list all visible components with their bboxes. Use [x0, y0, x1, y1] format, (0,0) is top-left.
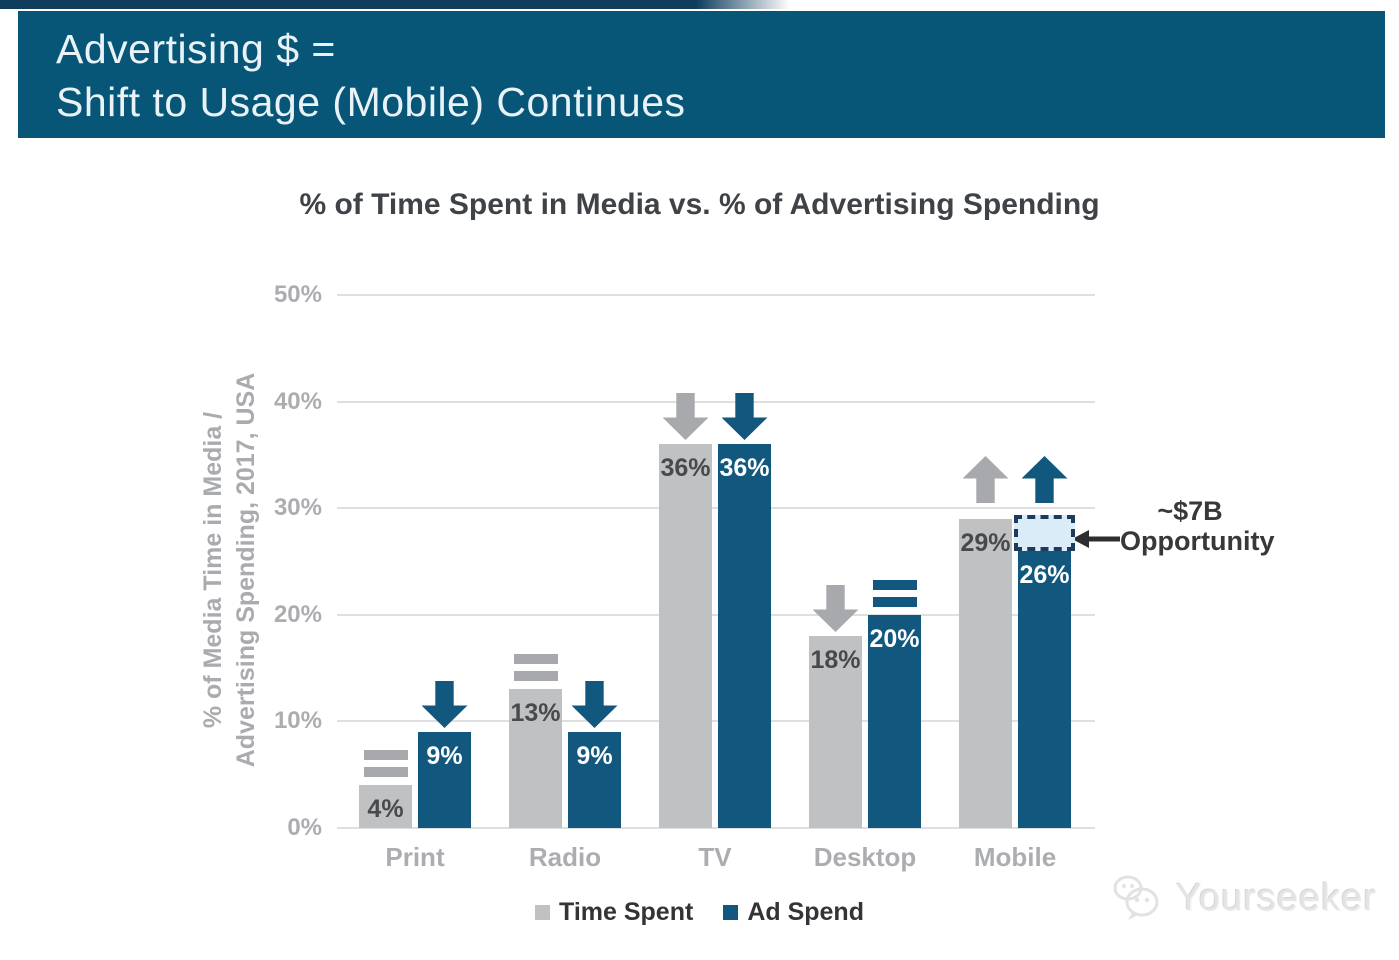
- header-line1: Advertising $ =: [56, 26, 336, 72]
- bar-tv-time-spent: [659, 444, 712, 828]
- ytick-10%: 10%: [273, 707, 322, 734]
- ytick-30%: 30%: [273, 494, 322, 521]
- trend-flat-icon-print-time-spent: [363, 750, 408, 777]
- legend-label: Time Spent: [559, 898, 694, 926]
- trend-up-icon-mobile-ad-spend: [1021, 456, 1068, 503]
- opportunity-annotation-line2: Opportunity: [1120, 526, 1275, 556]
- y-axis-label-line1: % of Media Time in Media /: [199, 411, 227, 729]
- value-label-tv-time-spent: 36%: [660, 454, 711, 482]
- value-label-desktop-ad-spend: 20%: [869, 625, 920, 653]
- trend-flat-icon-radio-time-spent-bar: [513, 671, 558, 681]
- value-label-mobile-ad-spend: 26%: [1019, 561, 1070, 589]
- legend-item-time-spent: Time Spent: [535, 898, 693, 927]
- trend-down-icon-desktop-time-spent: [812, 585, 859, 632]
- bar-print-ad-spend: [418, 732, 471, 828]
- value-label-print-time-spent: 4%: [367, 795, 404, 823]
- bar-desktop-ad-spend: [868, 615, 921, 828]
- gridline-40%: [337, 401, 1095, 403]
- ytick-40%: 40%: [273, 388, 322, 415]
- bar-radio-ad-spend: [568, 732, 621, 828]
- category-label-print: Print: [385, 842, 445, 872]
- gridline-50%: [337, 294, 1095, 296]
- trend-flat-icon-radio-time-spent: [513, 654, 558, 681]
- trend-flat-icon-desktop-ad-spend: [872, 580, 917, 607]
- legend-swatch-icon: [535, 905, 551, 920]
- chart-legend: Time Spent Ad Spend: [0, 898, 1399, 927]
- value-label-tv-ad-spend: 36%: [719, 454, 770, 482]
- value-label-mobile-time-spent: 29%: [960, 529, 1011, 557]
- chart-title: % of Time Spent in Media vs. % of Advert…: [299, 188, 1100, 221]
- opportunity-annotation: ~$7B Opportunity: [1120, 496, 1275, 556]
- bar-desktop-time-spent: [809, 636, 862, 828]
- gridline-30%: [337, 507, 1095, 509]
- category-label-desktop: Desktop: [813, 842, 917, 872]
- value-label-desktop-time-spent: 18%: [810, 646, 861, 674]
- bar-radio-time-spent: [509, 689, 562, 828]
- gridline-10%: [337, 720, 1095, 722]
- watermark-label: Yourseeker: [1176, 876, 1377, 919]
- legend-swatch-icon: [723, 905, 739, 920]
- trend-up-icon-mobile-time-spent: [962, 456, 1009, 503]
- bar-mobile-ad-spend: [1018, 551, 1071, 828]
- gridline-20%: [337, 614, 1095, 616]
- bar-mobile-time-spent: [959, 519, 1012, 828]
- value-label-print-ad-spend: 9%: [426, 742, 463, 770]
- ytick-20%: 20%: [273, 601, 322, 628]
- header-line2: Shift to Usage (Mobile) Continues: [56, 79, 686, 125]
- ytick-50%: 50%: [273, 281, 322, 308]
- opportunity-gap-box: [1014, 515, 1075, 551]
- trend-flat-icon-print-time-spent-bar: [363, 750, 408, 760]
- top-edge-strip: [0, 0, 790, 9]
- chat-bubbles-icon: [1113, 875, 1159, 920]
- opportunity-annotation-line1: ~$7B: [1157, 496, 1223, 526]
- bar-print-time-spent: [359, 785, 412, 828]
- watermark: Yourseeker: [1108, 874, 1377, 922]
- category-label-mobile: Mobile: [973, 842, 1057, 872]
- bar-tv-ad-spend: [718, 444, 771, 828]
- value-label-radio-time-spent: 13%: [510, 699, 561, 727]
- slide-header: Advertising $ = Shift to Usage (Mobile) …: [18, 11, 1385, 138]
- trend-flat-icon-print-time-spent-bar: [363, 767, 408, 777]
- legend-item-ad-spend: Ad Spend: [723, 898, 864, 927]
- ytick-0%: 0%: [287, 814, 322, 841]
- annotation-arrow-icon: [1072, 530, 1120, 548]
- category-label-radio: Radio: [528, 842, 602, 872]
- value-label-radio-ad-spend: 9%: [576, 742, 613, 770]
- trend-flat-icon-desktop-ad-spend-bar: [872, 580, 917, 590]
- trend-flat-icon-desktop-ad-spend-bar: [872, 597, 917, 607]
- trend-flat-icon-radio-time-spent-bar: [513, 654, 558, 664]
- gridline-0%: [337, 827, 1095, 829]
- category-label-tv: TV: [698, 842, 732, 872]
- legend-label: Ad Spend: [747, 898, 864, 926]
